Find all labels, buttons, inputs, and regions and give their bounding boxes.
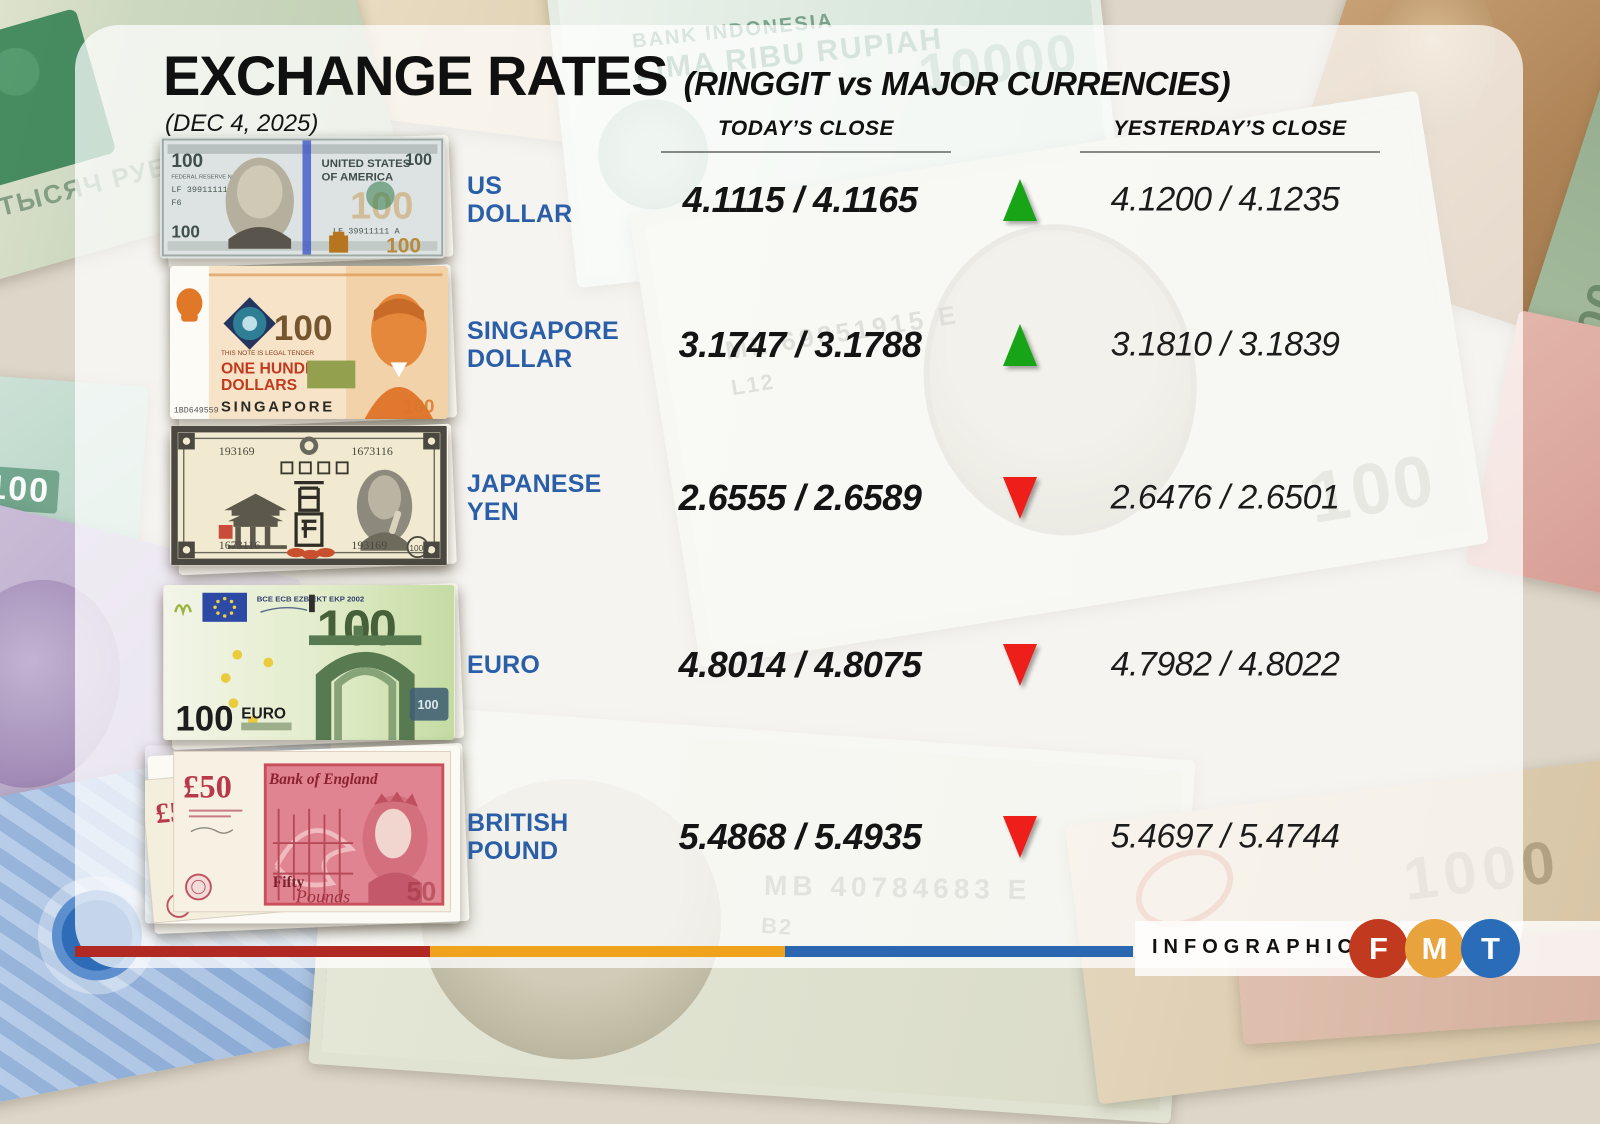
currency-label: US DOLLAR [467,172,573,228]
rate-row-us-dollar: 100 FEDERAL RESERVE NOTE LF 39911111 A F… [75,135,1523,265]
svg-text:Fifty: Fifty [273,874,305,891]
triangle-icon [1003,644,1037,686]
rate-row-euro: BCE ECB EZB EKT EKP 2002 100 100 EURO 10… [75,585,1523,745]
svg-text:£50: £50 [183,769,232,805]
bar-segment-blue [785,946,1133,957]
today-rate: 5.4868 / 5.4935 [678,816,922,857]
yesterday-rate: 3.1810 / 3.1839 [1110,325,1340,364]
svg-text:100: 100 [418,698,439,712]
trend-arrow [990,644,1050,686]
yesterday-rate: 5.4697 / 5.4744 [1110,817,1340,856]
svg-text:UNITED STATES: UNITED STATES [322,158,411,170]
svg-text:100: 100 [175,699,233,738]
svg-text:50: 50 [407,876,437,906]
trend-arrow [990,477,1050,519]
svg-text:LF 39911111 A: LF 39911111 A [171,185,239,195]
svg-text:1673116: 1673116 [219,538,260,552]
usd-banknote-image: 100 FEDERAL RESERVE NOTE LF 39911111 A F… [160,136,445,264]
svg-text:EURO: EURO [241,706,286,723]
svg-text:100: 100 [405,151,432,169]
svg-text:193169: 193169 [351,538,387,552]
rate-row-singapore-dollar: 100 THIS NOTE IS LEGAL TENDER ONE HUNDRE… [75,265,1523,425]
page-subtitle: (RINGGIT vs MAJOR CURRENCIES) [683,65,1231,102]
yesterday-rate: 4.7982 / 4.8022 [1110,645,1340,684]
svg-text:1BD649559: 1BD649559 [174,405,219,415]
yesterday-rate: 2.6476 / 2.6501 [1110,478,1340,517]
svg-text:100: 100 [171,222,200,241]
currency-label: BRITISH POUND [467,809,569,865]
currency-label: SINGAPORE DOLLAR [467,317,619,373]
triangle-icon [1003,477,1037,519]
svg-text:Pounds: Pounds [295,886,350,906]
svg-text:100: 100 [274,309,333,348]
svg-text:193169: 193169 [219,444,255,458]
triangle-icon [1003,179,1037,221]
svg-text:1673116: 1673116 [351,444,392,458]
title-row: EXCHANGE RATES (RINGGIT vs MAJOR CURRENC… [163,43,1231,108]
column-header-today: TODAY’S CLOSE [661,117,951,153]
fmt-logo: F M T [1349,919,1535,979]
jpy-banknote-image: 193169 1673116 [170,425,448,571]
page-title: EXCHANGE RATES [163,44,669,107]
today-rate: 2.6555 / 2.6589 [678,477,922,518]
report-date: (DEC 4, 2025) [165,110,319,137]
svg-text:THIS NOTE IS LEGAL TENDER: THIS NOTE IS LEGAL TENDER [221,350,314,357]
svg-text:100: 100 [409,544,423,553]
today-rate: 3.1747 / 3.1788 [678,324,922,365]
currency-label: EURO [467,651,541,679]
tricolor-bar [75,946,1133,957]
fmt-logo-circle-f: F [1349,919,1408,978]
svg-text:100: 100 [404,395,435,416]
bar-segment-yellow [430,946,785,957]
svg-text:SINGAPORE: SINGAPORE [221,400,335,416]
currency-label: JAPANESE YEN [467,470,602,526]
trend-arrow [990,324,1050,366]
yesterday-rate: 4.1200 / 4.1235 [1110,180,1340,219]
svg-text:DOLLARS: DOLLARS [221,377,297,394]
rate-row-british-pound: £5 £50 Bank of England [75,747,1523,927]
today-rate: 4.1115 / 4.1165 [682,179,918,220]
rate-row-japanese-yen: 193169 1673116 [75,425,1523,571]
main-panel: EXCHANGE RATES (RINGGIT vs MAJOR CURRENC… [75,25,1523,968]
column-header-yesterday: YESTERDAY’S CLOSE [1080,117,1380,153]
svg-text:Bank of England: Bank of England [268,771,378,788]
svg-text:100: 100 [171,151,203,172]
infographics-label: INFOGRAPHICS [1152,936,1378,958]
gbp-banknote-image: £5 £50 Bank of England [145,746,460,929]
today-rate: 4.8014 / 4.8075 [678,644,922,685]
trend-arrow [990,816,1050,858]
svg-text:100: 100 [386,235,421,258]
svg-text:LF 39911111 A: LF 39911111 A [333,227,401,237]
trend-arrow [990,179,1050,221]
bar-segment-red [75,946,430,957]
svg-text:F6: F6 [171,198,181,208]
sgd-banknote-image: 100 THIS NOTE IS LEGAL TENDER ONE HUNDRE… [170,266,448,424]
eur-banknote-image: BCE ECB EZB EKT EKP 2002 100 100 EURO 10… [163,585,455,745]
triangle-icon [1003,324,1037,366]
fmt-logo-circle-m: M [1405,919,1464,978]
fmt-logo-circle-t: T [1461,919,1520,978]
triangle-icon [1003,816,1037,858]
svg-text:OF AMERICA: OF AMERICA [322,171,394,183]
svg-text:FEDERAL RESERVE NOTE: FEDERAL RESERVE NOTE [171,175,243,181]
